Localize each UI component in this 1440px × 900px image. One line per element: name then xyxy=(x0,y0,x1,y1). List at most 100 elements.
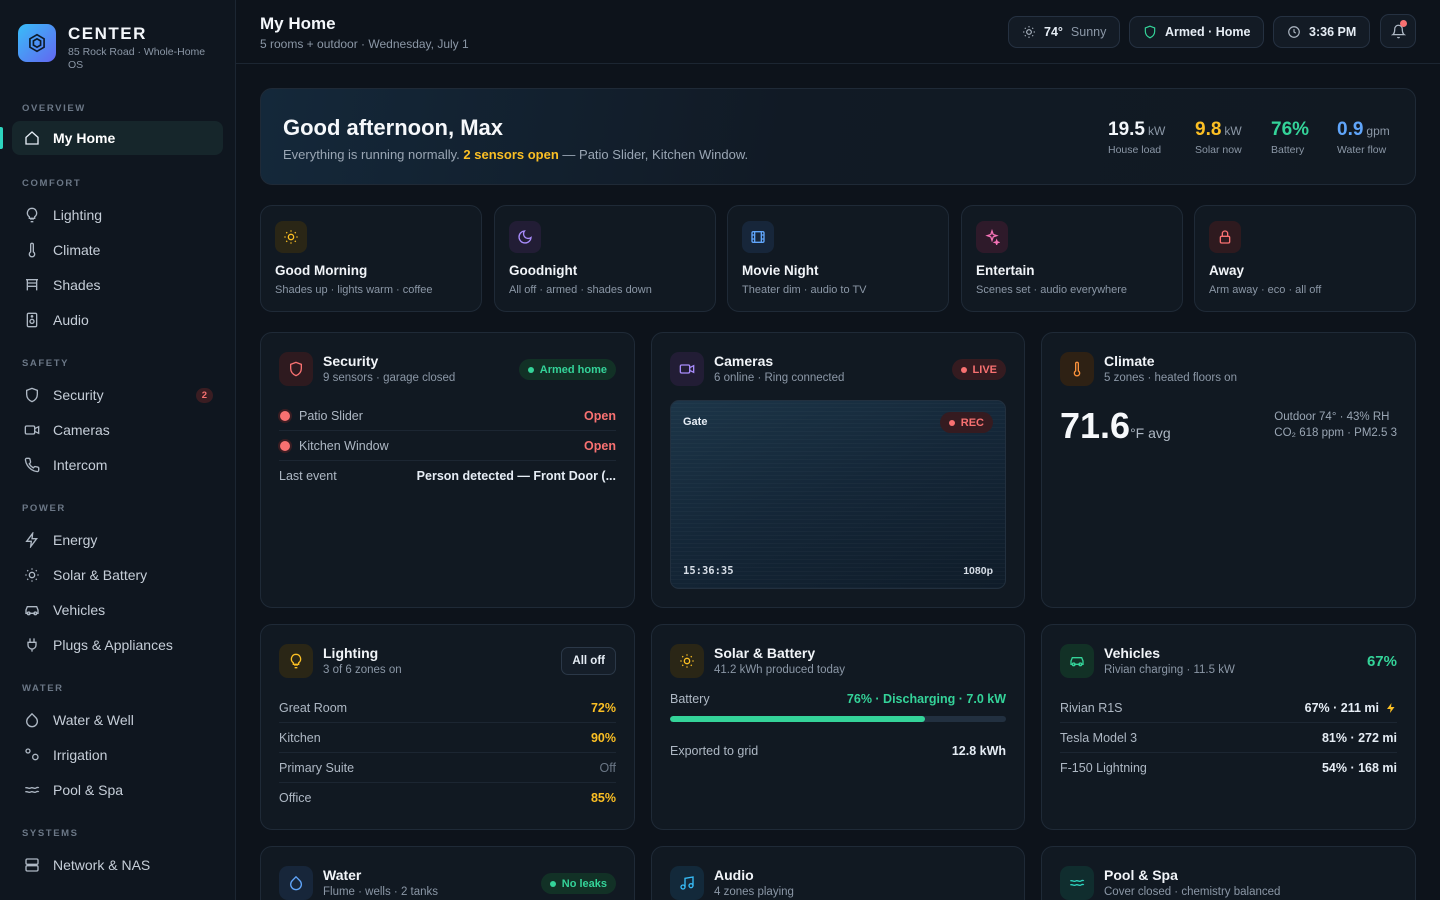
card-subtitle: 3 of 6 zones on xyxy=(323,664,402,676)
sidebar-item-pool-spa[interactable]: Pool & Spa xyxy=(12,773,223,807)
sidebar-item-label: Plugs & Appliances xyxy=(53,637,173,653)
scene-good-morning[interactable]: Good Morning Shades up · lights warm · c… xyxy=(260,205,482,312)
stat-unit: kW xyxy=(1147,124,1166,138)
vehicles-card[interactable]: Vehicles Rivian charging · 11.5 kW 67% R… xyxy=(1041,624,1416,830)
pool-spa-card[interactable]: Pool & Spa Cover closed · chemistry bala… xyxy=(1041,846,1416,900)
sidebar-item-water-well[interactable]: Water & Well xyxy=(12,703,223,737)
sidebar-item-label: Shades xyxy=(53,277,101,293)
sidebar-item-energy[interactable]: Energy xyxy=(12,523,223,557)
sidebar: CENTER 85 Rock Road · Whole-Home OS OVER… xyxy=(0,0,236,900)
scene-title: Goodnight xyxy=(509,263,578,278)
clock-pill[interactable]: 3:36 PM xyxy=(1273,16,1371,48)
speaker-icon xyxy=(26,312,38,328)
sidebar-item-network-nas[interactable]: Network & NAS xyxy=(12,848,223,882)
camera-feed[interactable]: Gate REC 15:36:35 1080p xyxy=(670,400,1006,589)
light-zone-row[interactable]: Primary Suite Off xyxy=(279,753,616,783)
sidebar-item-security[interactable]: Security 2 xyxy=(12,378,223,412)
stat-label: Solar now xyxy=(1195,144,1242,156)
security-card[interactable]: Security 9 sensors · garage closed Armed… xyxy=(260,332,635,608)
sensor-row[interactable]: Patio Slider Open xyxy=(279,401,616,431)
zone-name: Kitchen xyxy=(279,730,321,745)
badge-label: No leaks xyxy=(561,877,607,890)
scene-subtitle: Scenes set · audio everywhere xyxy=(976,284,1128,296)
all-lights-off-button[interactable]: All off xyxy=(561,647,616,675)
audio-card[interactable]: Audio 4 zones playing xyxy=(651,846,1025,900)
sidebar-item-audio[interactable]: Audio xyxy=(12,303,223,337)
sidebar-item-vehicles[interactable]: Vehicles xyxy=(12,593,223,627)
solar-battery-card[interactable]: Solar & Battery 41.2 kWh produced today … xyxy=(651,624,1025,830)
cameras-card[interactable]: Cameras 6 online · Ring connected LIVE G… xyxy=(651,332,1025,608)
nav-section-water: WATER xyxy=(22,683,64,694)
brand-subtitle: 85 Rock Road · Whole-Home OS xyxy=(68,46,206,71)
sensor-name: Patio Slider xyxy=(299,408,363,423)
sensor-row[interactable]: Kitchen Window Open xyxy=(279,431,616,461)
battery-status-row: Battery 76% · Discharging · 7.0 kW xyxy=(670,692,1006,706)
sidebar-item-label: Energy xyxy=(53,532,98,548)
climate-card[interactable]: Climate 5 zones · heated floors on 71.6°… xyxy=(1041,332,1416,608)
page-title: My Home xyxy=(260,14,336,33)
water-card[interactable]: Water Flume · wells · 2 tanks No leaks xyxy=(260,846,635,900)
bolt-icon xyxy=(25,532,38,548)
card-subtitle: Flume · wells · 2 tanks xyxy=(323,886,439,898)
status-suffix: — Patio Slider, Kitchen Window. xyxy=(562,147,749,162)
sidebar-item-intercom[interactable]: Intercom xyxy=(12,448,223,482)
sidebar-item-lighting[interactable]: Lighting xyxy=(12,198,223,232)
sidebar-item-plugs-appliances[interactable]: Plugs & Appliances xyxy=(12,628,223,662)
brand[interactable]: CENTER 85 Rock Road · Whole-Home OS xyxy=(18,24,223,72)
nav-section-power: POWER xyxy=(22,503,66,514)
greeting: Good afternoon, Max xyxy=(283,115,503,140)
stat-label: Water flow xyxy=(1337,144,1387,156)
sidebar-item-solar-battery[interactable]: Solar & Battery xyxy=(12,558,223,592)
vehicle-row[interactable]: F-150 Lightning 54% · 168 mi xyxy=(1060,753,1397,783)
vehicle-row[interactable]: Rivian R1S 67% · 211 mi xyxy=(1060,693,1397,723)
security-status-pill[interactable]: Armed · Home xyxy=(1129,16,1265,48)
light-zone-row[interactable]: Office 85% xyxy=(279,783,616,813)
stat-battery: 76% Battery xyxy=(1271,119,1309,156)
sidebar-item-climate[interactable]: Climate xyxy=(12,233,223,267)
stat-water-flow: 0.9 gpm Water flow xyxy=(1337,119,1390,156)
sidebar-item-label: Intercom xyxy=(53,457,108,473)
thermometer-icon xyxy=(28,242,36,258)
vehicle-status: 67% · 211 mi xyxy=(1304,700,1379,715)
status-alert[interactable]: 2 sensors open xyxy=(463,147,559,162)
notifications-button[interactable] xyxy=(1380,14,1416,48)
sidebar-item-label: Climate xyxy=(53,242,101,258)
brand-name: CENTER xyxy=(68,24,147,43)
leak-status-badge: No leaks xyxy=(540,873,616,894)
lighting-card[interactable]: Lighting 3 of 6 zones on All off Great R… xyxy=(260,624,635,830)
stat-label: House load xyxy=(1108,144,1162,156)
light-zone-row[interactable]: Great Room 72% xyxy=(279,693,616,723)
card-subtitle: 5 zones · heated floors on xyxy=(1104,372,1237,384)
sidebar-item-irrigation[interactable]: Irrigation xyxy=(12,738,223,772)
scene-title: Away xyxy=(1209,263,1245,278)
sidebar-item-my-home[interactable]: My Home xyxy=(0,121,223,155)
card-title: Solar & Battery xyxy=(714,645,816,661)
scene-away[interactable]: Away Arm away · eco · all off xyxy=(1194,205,1416,312)
stat-unit: gpm xyxy=(1366,124,1390,138)
scene-subtitle: All off · armed · shades down xyxy=(509,284,652,296)
notification-dot xyxy=(1400,20,1407,27)
last-event-row[interactable]: Last event Person detected — Front Door … xyxy=(279,461,616,491)
scene-goodnight[interactable]: Goodnight All off · armed · shades down xyxy=(494,205,716,312)
sidebar-item-cameras[interactable]: Cameras xyxy=(12,413,223,447)
camera-resolution: 1080p xyxy=(963,565,993,577)
stat-value: 19.5 xyxy=(1108,119,1145,140)
camera-icon xyxy=(24,425,40,435)
bulb-icon xyxy=(279,644,313,678)
vehicle-name: Rivian R1S xyxy=(1060,700,1123,715)
average-temperature: 71.6°F avg xyxy=(1060,405,1171,447)
scene-title: Movie Night xyxy=(742,263,819,278)
phone-icon xyxy=(24,457,40,473)
light-zone-row[interactable]: Kitchen 90% xyxy=(279,723,616,753)
zone-level: 85% xyxy=(590,791,616,805)
lock-icon xyxy=(1209,221,1241,253)
vehicle-row[interactable]: Tesla Model 3 81% · 272 mi xyxy=(1060,723,1397,753)
home-status: Everything is running normally. 2 sensor… xyxy=(283,147,748,162)
scene-subtitle: Arm away · eco · all off xyxy=(1209,284,1322,296)
waves-icon xyxy=(1060,866,1094,900)
nav-section-systems: SYSTEMS xyxy=(22,828,79,839)
scene-movie-night[interactable]: Movie Night Theater dim · audio to TV xyxy=(727,205,949,312)
weather-pill[interactable]: 74° Sunny xyxy=(1008,16,1121,48)
sidebar-item-shades[interactable]: Shades xyxy=(12,268,223,302)
scene-entertain[interactable]: Entertain Scenes set · audio everywhere xyxy=(961,205,1183,312)
